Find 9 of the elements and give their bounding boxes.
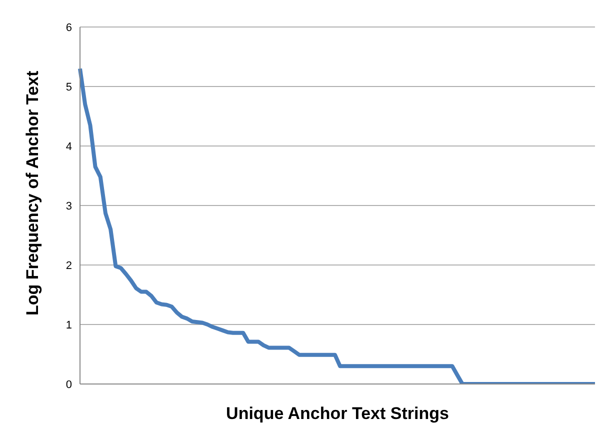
y-axis-title: Log Frequency of Anchor Text (23, 70, 42, 316)
y-tick-label: 6 (66, 22, 72, 34)
y-tick-label: 2 (66, 260, 72, 272)
y-tick-label: 0 (66, 378, 72, 391)
y-tick-label: 1 (66, 319, 72, 332)
x-axis-title: Unique Anchor Text Strings (226, 404, 449, 423)
y-tick-label: 3 (66, 200, 72, 212)
y-tick-label: 4 (66, 140, 72, 153)
y-tick-label: 5 (66, 81, 72, 94)
